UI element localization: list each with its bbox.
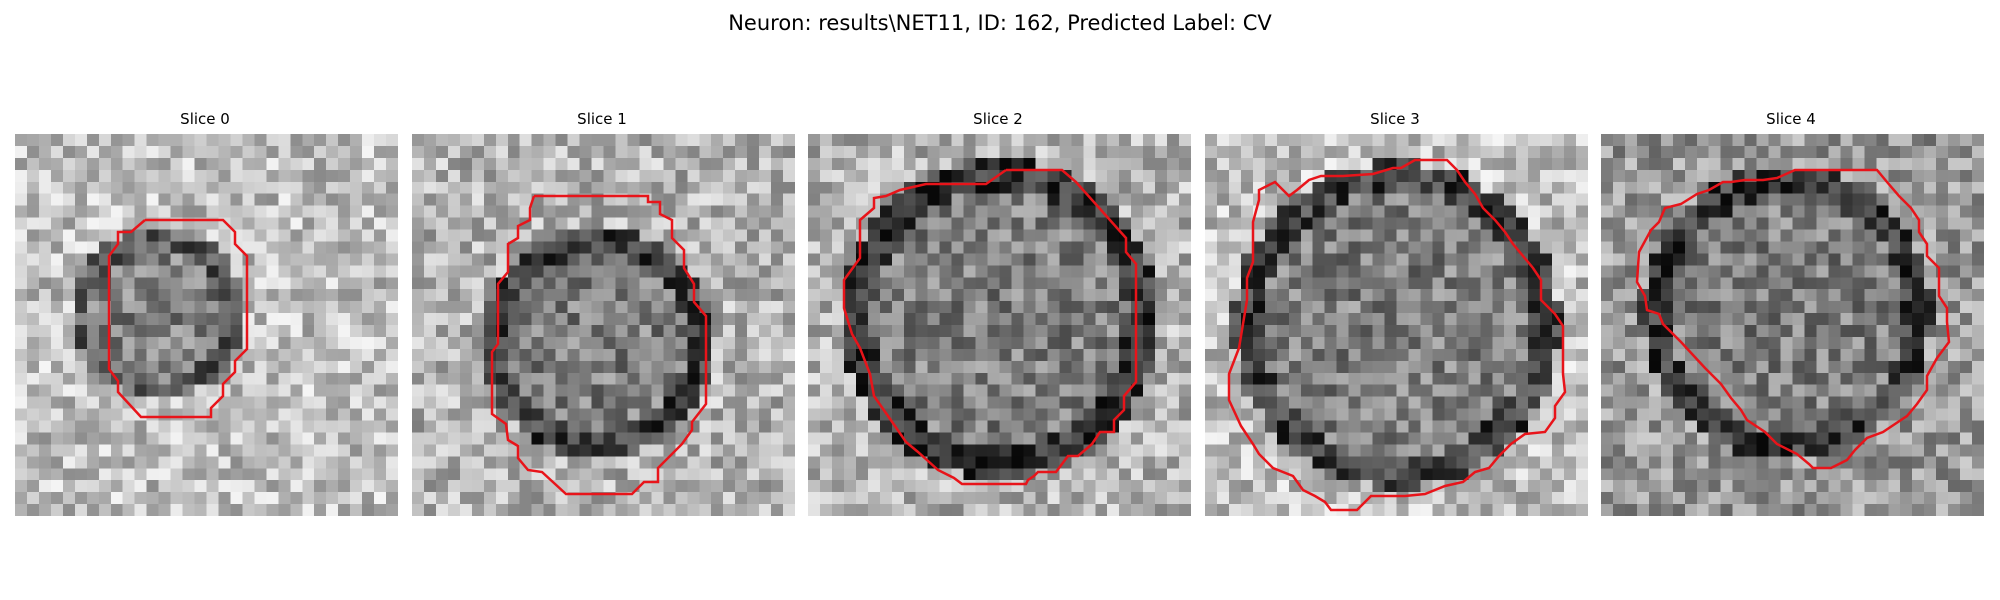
slice-4-image [1601, 134, 1984, 516]
slice-2-contour [842, 168, 1138, 486]
slice-1-contour [490, 194, 708, 496]
slice-2-image [808, 134, 1191, 516]
slice-1-pixels [412, 134, 795, 516]
slice-4-pixels [1601, 134, 1984, 516]
slice-0-pixels [15, 134, 398, 516]
slice-4-title: Slice 4 [1766, 110, 1816, 128]
slice-3-image [1205, 134, 1588, 516]
slice-3-contour [1227, 158, 1567, 512]
slice-2-title: Slice 2 [973, 110, 1023, 128]
slice-0-image [15, 134, 398, 516]
figure-title: Neuron: results\NET11, ID: 162, Predicte… [728, 11, 1272, 35]
slice-0-contour [107, 218, 249, 419]
slice-4-contour [1635, 168, 1951, 470]
slice-3-title: Slice 3 [1370, 110, 1420, 128]
slice-0-title: Slice 0 [180, 110, 230, 128]
slice-2-pixels [808, 134, 1191, 516]
slice-3-pixels [1205, 134, 1588, 516]
slice-1-title: Slice 1 [577, 110, 627, 128]
slice-1-image [412, 134, 795, 516]
